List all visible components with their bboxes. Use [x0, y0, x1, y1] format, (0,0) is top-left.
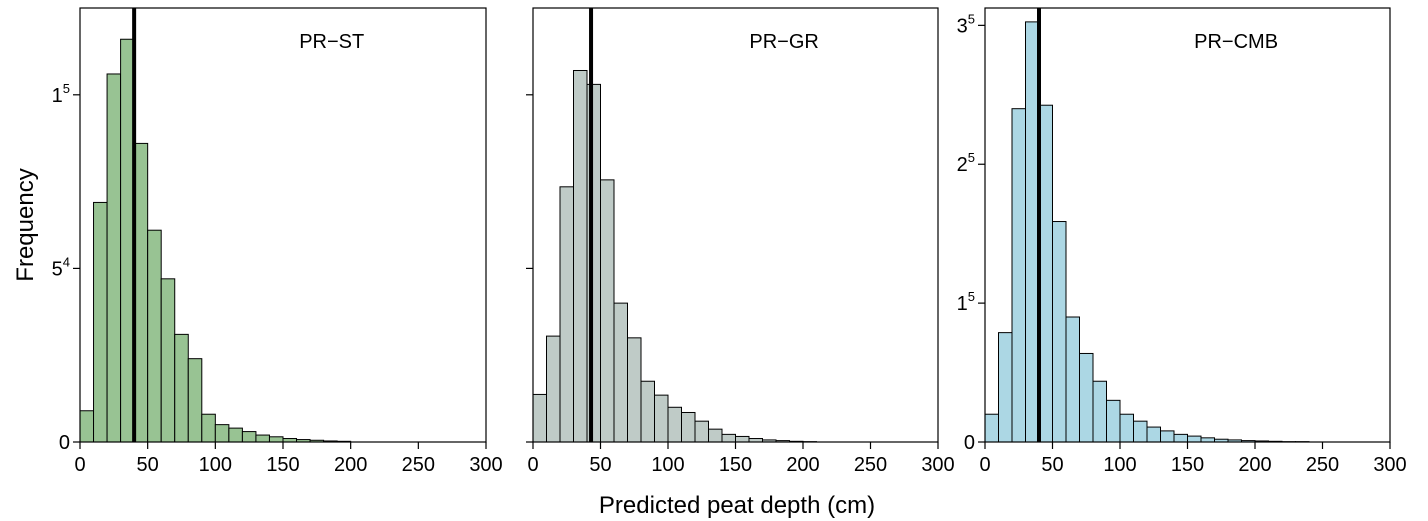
panel-title: PR−ST	[299, 31, 364, 53]
histogram-bar	[640, 380, 655, 443]
y-tick-exponent: 5	[968, 11, 975, 26]
x-tick-label: 250	[402, 454, 435, 476]
histogram-bar	[532, 393, 547, 443]
y-tick-base: 0	[59, 432, 70, 454]
histogram-bar	[721, 433, 736, 443]
x-tick-label: 250	[1306, 454, 1339, 476]
histogram-bar	[559, 186, 574, 443]
x-tick-label: 200	[1238, 454, 1271, 476]
histogram-bar	[187, 358, 203, 443]
histogram-bar	[228, 427, 243, 443]
x-tick-label: 150	[719, 454, 752, 476]
histogram-bar	[708, 428, 723, 443]
histogram-bar	[1038, 104, 1053, 443]
x-tick-label: 200	[786, 454, 819, 476]
y-tick-label: 0	[964, 432, 975, 454]
histogram-bar	[120, 38, 135, 443]
y-tick-label: 54	[52, 254, 70, 280]
y-tick-base: 2	[957, 154, 968, 176]
y-tick-base: 3	[957, 15, 968, 37]
histogram-bar	[147, 229, 162, 443]
histogram-bar	[667, 406, 682, 443]
histogram-bar	[1052, 221, 1067, 443]
histogram-bar	[1092, 380, 1107, 443]
y-tick-label: 0	[59, 432, 70, 454]
histogram-bar	[681, 411, 696, 443]
x-tick-label: 50	[1041, 454, 1063, 476]
panel-title: PR−CMB	[1194, 31, 1278, 53]
x-tick-label: 300	[469, 454, 502, 476]
x-tick-label: 300	[1373, 454, 1406, 476]
y-tick-label: 15	[957, 289, 975, 315]
histogram-bar	[627, 337, 642, 443]
y-tick-label: 15	[52, 81, 70, 107]
histogram-bar	[106, 73, 122, 443]
histogram-bar	[654, 394, 669, 443]
x-tick-label: 0	[527, 454, 538, 476]
histogram-bar	[735, 435, 750, 443]
y-tick-label: 25	[957, 150, 975, 176]
y-tick-exponent: 5	[63, 81, 70, 96]
y-tick-base: 0	[964, 432, 975, 454]
histogram-bar	[573, 69, 588, 443]
y-tick-label: 35	[957, 11, 975, 37]
x-axis-title: Predicted peat depth (cm)	[599, 492, 875, 519]
histogram-bar	[1133, 420, 1148, 443]
x-tick-label: 0	[74, 454, 85, 476]
histogram-bar	[546, 335, 561, 443]
y-tick-exponent: 5	[968, 150, 975, 165]
x-tick-label: 50	[589, 454, 611, 476]
histogram-bar	[984, 413, 999, 443]
histogram-bar	[1079, 352, 1094, 443]
histogram-bar	[241, 431, 257, 443]
panel-title: PR−GR	[749, 31, 818, 53]
x-tick-label: 150	[1171, 454, 1204, 476]
y-tick-base: 1	[52, 85, 63, 107]
histogram-bar	[1065, 316, 1080, 443]
histogram-bar	[1146, 426, 1161, 443]
histogram-bar	[1160, 430, 1175, 443]
histogram-bar	[600, 179, 615, 443]
histogram-bar	[613, 302, 628, 443]
histogram-bar	[133, 142, 149, 443]
x-tick-label: 300	[921, 454, 954, 476]
histogram-bar	[201, 413, 216, 443]
histogram-bar	[1187, 435, 1202, 443]
histogram-bar	[174, 333, 189, 443]
y-axis-title: Frequency	[12, 168, 39, 281]
histogram-bar	[998, 332, 1013, 443]
histogram-bar	[1119, 413, 1134, 443]
x-tick-label: 100	[199, 454, 232, 476]
x-tick-label: 250	[854, 454, 887, 476]
histogram-bar	[1173, 433, 1188, 443]
x-tick-label: 100	[1103, 454, 1136, 476]
y-tick-base: 5	[52, 258, 63, 280]
x-tick-label: 200	[334, 454, 367, 476]
histogram-bar	[214, 424, 230, 443]
histogram-bar	[1200, 437, 1215, 443]
histogram-bar	[79, 410, 95, 443]
x-tick-label: 150	[266, 454, 299, 476]
y-tick-exponent: 4	[63, 254, 70, 269]
x-tick-label: 0	[979, 454, 990, 476]
histogram-bar	[586, 83, 601, 443]
histogram-bar	[93, 201, 108, 443]
histogram-bar	[160, 278, 176, 443]
y-tick-exponent: 5	[968, 289, 975, 304]
histogram-bar	[255, 434, 270, 443]
histogram-bar	[694, 420, 709, 443]
x-tick-label: 50	[137, 454, 159, 476]
histogram-bar	[1011, 108, 1026, 443]
histogram-bar	[268, 436, 284, 443]
y-tick-base: 1	[957, 293, 968, 315]
histogram-bar	[1025, 21, 1040, 443]
panel-2: PR−GR 0 50 100 150 200 250 300	[526, 7, 955, 476]
x-tick-label: 100	[651, 454, 684, 476]
histogram-bar	[1106, 399, 1121, 443]
